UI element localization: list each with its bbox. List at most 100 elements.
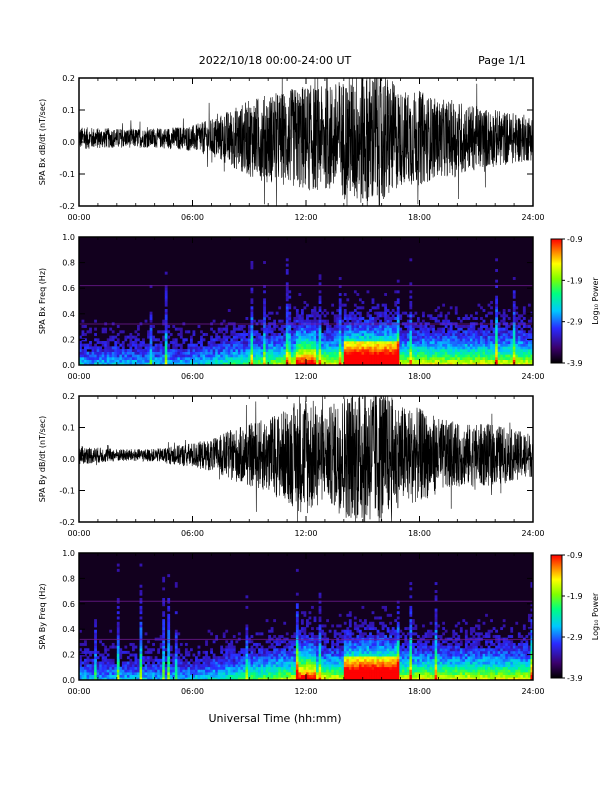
heatmap-cell [326,343,329,347]
x-tick-label: 00:00 [67,213,90,222]
heatmap-cell [316,330,319,334]
heatmap-cell [164,672,168,676]
heatmap-cell [157,677,161,681]
heatmap-cell [505,333,509,336]
heatmap-cell [361,327,365,331]
heatmap-cell [343,325,347,328]
heatmap-cell [490,672,493,676]
heatmap-cell [137,349,140,352]
heatmap-cell [480,362,483,366]
heatmap-cell [396,656,400,660]
heatmap-cell [295,319,299,323]
heatmap-cell [522,338,526,342]
heatmap-cell [222,319,226,323]
heatmap-cell [222,674,226,678]
heatmap-cell [149,285,153,288]
heatmap-cell [333,672,337,676]
heatmap-cell [154,664,158,668]
heatmap-cell [333,351,337,355]
heatmap-cell [442,672,446,676]
heatmap-cell [84,357,87,360]
heatmap-cell [184,674,188,678]
heatmap-cell [409,658,413,662]
heatmap-cell [525,341,529,344]
heatmap-cell [361,325,365,328]
heatmap-cell [500,664,504,668]
heatmap-cell [202,338,206,342]
heatmap-cell [119,648,123,652]
heatmap-cell [326,354,329,358]
heatmap-cell [507,674,511,678]
chart-by: 00:00 06:00 12:00 18:00 24:00-0.2-0.10.00.10… [38,392,545,538]
heatmap-cell [215,349,219,352]
heatmap-cell [381,362,385,366]
heatmap-cell [346,338,350,342]
heatmap-cell [520,314,524,318]
heatmap-cell [293,325,297,328]
heatmap-cell [482,664,486,668]
heatmap-cell [409,319,413,323]
heatmap-cell [409,656,413,660]
heatmap-cell [306,325,309,328]
heatmap-cell [444,319,448,323]
heatmap-cell [464,658,468,662]
heatmap-cell [346,314,350,318]
heatmap-cell [416,359,420,363]
heatmap-cell [480,354,483,358]
heatmap-cell [293,658,297,662]
heatmap-cell [311,314,314,318]
heatmap-cell [210,648,213,652]
heatmap-cell [454,359,458,363]
heatmap-cell [250,674,254,678]
heatmap-cell [348,314,352,318]
heatmap-cell [346,327,350,331]
heatmap-cell [263,658,266,662]
heatmap-cell [225,669,229,673]
heatmap-cell [379,672,382,676]
heatmap-cell [422,359,425,363]
heatmap-cell [333,648,337,652]
heatmap-cell [351,674,355,678]
heatmap-cell [452,362,456,366]
heatmap-cell [247,335,251,339]
heatmap-cell [192,672,196,676]
heatmap-cell [147,359,150,363]
heatmap-cell [338,341,342,344]
heatmap-cell [149,664,153,668]
heatmap-cell [416,656,420,660]
heatmap-cell [336,672,340,676]
heatmap-cell [502,330,506,334]
heatmap-cell [137,354,140,358]
heatmap-cell [139,359,143,363]
heatmap-cell [485,677,488,681]
heatmap-cell [457,354,461,358]
heatmap-cell [116,349,120,352]
heatmap-cell [502,338,506,342]
heatmap-cell [522,664,526,668]
heatmap-cell [348,677,352,681]
heatmap-cell [245,656,249,660]
heatmap-cell [149,343,153,347]
heatmap-cell [495,285,498,288]
heatmap-cell [482,661,486,665]
heatmap-cell [487,669,491,673]
heatmap-cell [104,664,108,668]
heatmap-cell [253,653,256,657]
heatmap-cell [177,359,181,363]
heatmap-cell [227,362,231,366]
heatmap-cell [346,298,350,302]
heatmap-cell [235,343,239,347]
heatmap-cell [205,359,208,363]
heatmap-cell [174,338,178,342]
heatmap-cell [490,306,493,310]
heatmap-cell [164,285,168,288]
heatmap-cell [411,362,415,366]
heatmap-cell [285,327,289,331]
heatmap-cell [353,338,357,342]
heatmap-cell [517,661,521,665]
heatmap-cell [369,317,372,320]
heatmap-cell [490,354,493,358]
heatmap-cell [285,351,289,355]
heatmap-cell [240,327,244,331]
heatmap-cell [81,661,85,665]
